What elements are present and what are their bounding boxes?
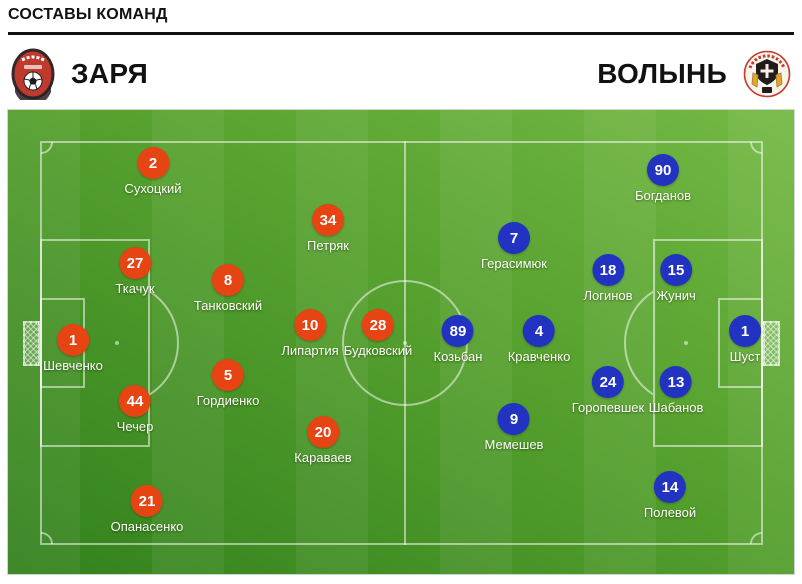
player-marker[interactable]: 14 Полевой <box>644 471 696 520</box>
penalty-spot-left <box>115 341 119 345</box>
player-name: Богданов <box>634 188 692 203</box>
football-pitch: 2 Сухоцкий 34 Петряк 27 Ткачук 8 Танковс… <box>7 109 795 575</box>
player-number[interactable]: 13 <box>660 366 692 398</box>
teams-header: ЗАРЯ ВОЛЫНЬ <box>10 48 792 100</box>
player-marker[interactable]: 90 Богданов <box>635 154 691 203</box>
player-number[interactable]: 24 <box>591 366 624 398</box>
player-name: Полевой <box>643 505 697 520</box>
player-marker[interactable]: 5 Гордиенко <box>196 359 260 408</box>
player-marker[interactable]: 7 Герасимюк <box>481 222 547 271</box>
player-marker[interactable]: 13 Шабанов <box>648 366 704 415</box>
player-name: Герасимюк <box>481 256 547 271</box>
player-name: Ткачук <box>115 281 155 296</box>
corner-arc-top-left <box>41 142 53 154</box>
title-divider <box>8 32 794 35</box>
player-name: Шевченко <box>43 358 103 373</box>
player-marker[interactable]: 9 Мемешев <box>484 403 544 452</box>
player-name: Шуст <box>729 349 761 364</box>
team-away-name: ВОЛЫНЬ <box>597 58 727 89</box>
center-spot <box>403 341 407 345</box>
player-name: Гордиенко <box>196 393 260 408</box>
player-number[interactable]: 5 <box>212 359 244 391</box>
player-number[interactable]: 20 <box>306 416 339 448</box>
player-number[interactable]: 89 <box>441 315 474 347</box>
player-marker[interactable]: 21 Опанасенко <box>110 485 184 534</box>
player-number[interactable]: 4 <box>522 315 555 347</box>
volyn-crest-icon <box>742 49 792 99</box>
team-away-header[interactable]: ВОЛЫНЬ <box>597 49 792 99</box>
player-name: Козьбан <box>433 349 483 364</box>
player-number[interactable]: 14 <box>653 471 686 503</box>
player-marker[interactable]: 1 Шуст <box>729 315 761 364</box>
corner-arc-bottom-right <box>750 532 762 544</box>
player-name: Жунич <box>656 288 696 303</box>
player-marker[interactable]: 34 Петряк <box>307 204 349 253</box>
player-name: Петряк <box>307 238 349 253</box>
team-home-header[interactable]: ЗАРЯ <box>10 48 148 100</box>
player-marker[interactable]: 18 Логинов <box>583 254 633 303</box>
player-number[interactable]: 44 <box>118 385 151 417</box>
player-number[interactable]: 28 <box>362 309 394 341</box>
player-marker[interactable]: 28 Будковский <box>344 309 412 358</box>
player-number[interactable]: 9 <box>497 403 530 435</box>
player-name: Логинов <box>583 288 633 303</box>
player-marker[interactable]: 89 Козьбан <box>433 315 483 364</box>
goal-net-left <box>23 321 40 366</box>
penalty-spot-right <box>684 341 688 345</box>
player-marker[interactable]: 20 Караваев <box>294 416 352 465</box>
player-number[interactable]: 90 <box>647 154 679 186</box>
player-number[interactable]: 7 <box>498 222 530 254</box>
player-marker[interactable]: 2 Сухоцкий <box>124 147 182 196</box>
player-marker[interactable]: 10 Липартия <box>281 309 339 358</box>
player-name: Горопевшек <box>571 400 645 415</box>
player-number[interactable]: 1 <box>57 324 89 356</box>
player-name: Шабанов <box>648 400 704 415</box>
player-name: Чечер <box>116 419 154 434</box>
player-number[interactable]: 27 <box>119 247 151 279</box>
goal-area-right <box>718 298 763 388</box>
player-marker[interactable]: 27 Ткачук <box>115 247 155 296</box>
player-number[interactable]: 10 <box>293 309 326 341</box>
player-name: Липартия <box>281 343 339 358</box>
player-marker[interactable]: 8 Танковский <box>194 264 262 313</box>
player-number[interactable]: 1 <box>729 315 761 347</box>
player-number[interactable]: 8 <box>212 264 244 296</box>
player-name: Кравченко <box>507 349 571 364</box>
player-marker[interactable]: 4 Кравченко <box>507 315 571 364</box>
page-title: СОСТАВЫ КОМАНД <box>8 6 168 23</box>
player-marker[interactable]: 1 Шевченко <box>43 324 103 373</box>
player-marker[interactable]: 24 Горопевшек <box>572 366 644 415</box>
player-name: Мемешев <box>484 437 544 452</box>
player-name: Караваев <box>294 450 352 465</box>
player-marker[interactable]: 44 Чечер <box>116 385 154 434</box>
goal-net-right <box>763 321 780 366</box>
player-number[interactable]: 15 <box>659 254 692 286</box>
team-home-name: ЗАРЯ <box>71 58 149 89</box>
player-number[interactable]: 18 <box>592 254 624 286</box>
player-number[interactable]: 21 <box>130 485 163 517</box>
player-name: Будковский <box>343 343 413 358</box>
player-number[interactable]: 2 <box>136 147 169 179</box>
player-name: Танковский <box>193 298 263 313</box>
player-number[interactable]: 34 <box>311 204 344 236</box>
player-name: Сухоцкий <box>124 181 182 196</box>
player-name: Опанасенко <box>110 519 184 534</box>
player-marker[interactable]: 15 Жунич <box>656 254 696 303</box>
zarya-crest-icon <box>10 48 56 100</box>
